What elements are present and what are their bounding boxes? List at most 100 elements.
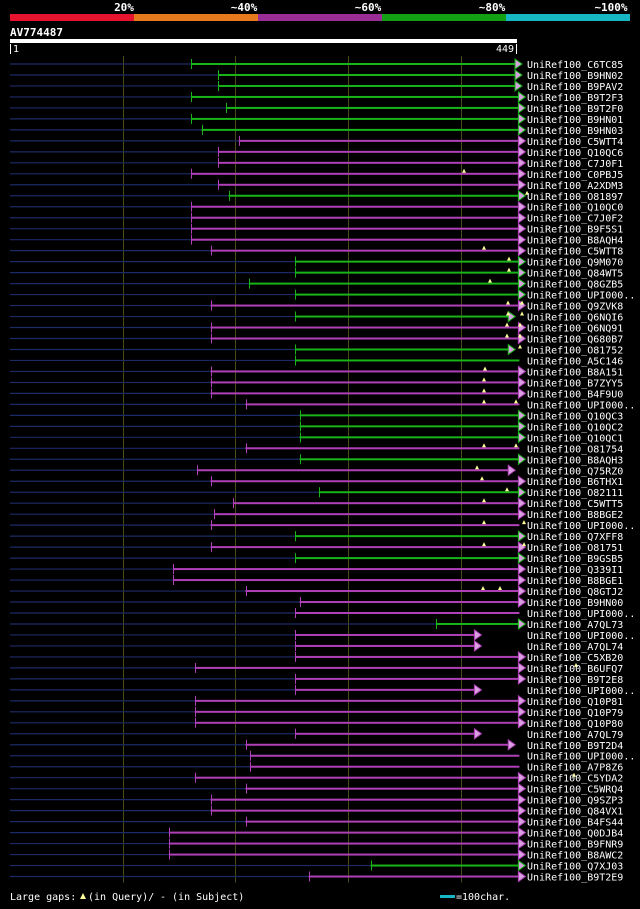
hit-label[interactable]: UniRef100_Q10P81 [527,697,623,708]
hit-label[interactable]: UniRef100_A7QL74 [527,642,623,653]
hit-row[interactable]: UniRef100_Q6NQI6 [10,310,623,324]
hit-row[interactable]: UniRef100_B8AQH4 [10,233,623,247]
hit-label[interactable]: UniRef100_B9T2D4 [527,741,623,752]
hit-label[interactable]: UniRef100_C7J0F1 [527,159,623,170]
hit-label[interactable]: UniRef100_Q9M070 [527,258,623,269]
hit-label[interactable]: UniRef100_A5C146 [527,356,623,367]
hit-label[interactable]: UniRef100_Q10QC2 [527,422,623,433]
hit-label[interactable]: UniRef100_C5WTT4 [527,137,623,148]
hit-label[interactable]: UniRef100_Q680B7 [527,335,623,346]
hit-row[interactable]: UniRef100_C7J0F1 [10,156,623,170]
hit-row[interactable]: UniRef100_Q9ZVK8 [10,299,623,313]
hit-label[interactable]: UniRef100_C5YDA2 [527,774,623,785]
hit-row[interactable]: UniRef100_UPI000.. [10,520,635,532]
hit-row[interactable]: UniRef100_Q10QC0 [10,200,623,214]
hit-row[interactable]: UniRef100_UPI000.. [10,628,635,642]
hit-row[interactable]: UniRef100_UPI000.. [10,288,635,302]
hit-label[interactable]: UniRef100_B9HN03 [527,126,623,137]
hit-label[interactable]: UniRef100_Q10QC6 [527,148,623,159]
hit-label[interactable]: UniRef100_Q10QC3 [527,411,623,422]
hit-label[interactable]: UniRef100_O81754 [527,444,623,455]
hit-row[interactable]: UniRef100_B9HN02 [10,69,623,82]
hit-label[interactable]: UniRef100_UPI000.. [527,752,635,763]
hit-row[interactable]: UniRef100_B9FNR9 [10,837,623,851]
hit-row[interactable]: UniRef100_C5WTT5 [10,497,623,510]
hit-label[interactable]: UniRef100_B9T2E8 [527,675,623,686]
hit-row[interactable]: UniRef100_Q0DJB4 [10,826,623,840]
hit-row[interactable]: UniRef100_B8BGE2 [10,508,623,521]
hit-row[interactable]: UniRef100_C5YDA2 [10,771,623,785]
hit-row[interactable]: UniRef100_B7ZYY5 [10,376,623,389]
hit-label[interactable]: UniRef100_O81897 [527,192,623,203]
hit-label[interactable]: UniRef100_B4FS44 [527,818,623,829]
hit-label[interactable]: UniRef100_C5WTT5 [527,499,623,510]
hit-row[interactable]: UniRef100_B4FS44 [10,815,623,829]
hit-label[interactable]: UniRef100_B9T2F0 [527,104,623,115]
hit-label[interactable]: UniRef100_C6TC85 [527,60,623,71]
hit-label[interactable]: UniRef100_B8AWC2 [527,851,623,862]
hit-label[interactable]: UniRef100_Q75RZ0 [527,466,623,477]
hit-label[interactable]: UniRef100_UPI000.. [527,291,635,302]
hit-row[interactable]: UniRef100_Q6NQ91 [10,321,623,335]
hit-label[interactable]: UniRef100_Q6NQI6 [527,313,623,324]
hit-row[interactable]: UniRef100_B9F5S1 [10,222,623,236]
hit-label[interactable]: UniRef100_B8BGE2 [527,510,623,521]
hit-row[interactable]: UniRef100_Q10QC1 [10,431,623,444]
hit-row[interactable]: UniRef100_Q84VX1 [10,804,623,818]
hit-row[interactable]: UniRef100_Q10QC2 [10,420,623,433]
hit-row[interactable]: UniRef100_B9T2F3 [10,90,623,104]
hit-label[interactable]: UniRef100_Q10P79 [527,708,623,719]
hit-row[interactable]: UniRef100_UPI000.. [10,608,635,620]
hit-row[interactable]: UniRef100_C5WRQ4 [10,782,623,796]
hit-row[interactable]: UniRef100_C0PBJ5 [10,167,623,181]
hit-row[interactable]: UniRef100_Q10P81 [10,694,623,708]
hit-row[interactable]: UniRef100_Q10QC6 [10,145,623,159]
hit-label[interactable]: UniRef100_B9GSB5 [527,554,623,565]
hit-label[interactable]: UniRef100_B6UFQ7 [527,664,623,675]
hit-row[interactable]: UniRef100_A5C146 [10,355,623,367]
hit-row[interactable]: UniRef100_B8AQH3 [10,453,623,466]
hit-row[interactable]: UniRef100_C5XB20 [10,650,623,664]
hit-label[interactable]: UniRef100_Q10P80 [527,719,623,730]
hit-label[interactable]: UniRef100_C5WRQ4 [527,785,623,796]
hit-row[interactable]: UniRef100_B9GSB5 [10,552,623,565]
hit-label[interactable]: UniRef100_Q84WT5 [527,269,623,280]
hit-label[interactable]: UniRef100_UPI000.. [527,609,635,620]
hit-row[interactable]: UniRef100_UPI000.. [10,683,635,697]
hit-row[interactable]: UniRef100_O81754 [10,443,623,455]
hit-label[interactable]: UniRef100_Q8GZB5 [527,280,623,291]
hit-label[interactable]: UniRef100_B8BGE1 [527,576,623,587]
hit-label[interactable]: UniRef100_B9T2E9 [527,873,623,884]
hit-label[interactable]: UniRef100_UPI000.. [527,686,635,697]
hit-label[interactable]: UniRef100_Q0DJB4 [527,829,623,840]
hit-label[interactable]: UniRef100_B8A151 [527,367,623,378]
hit-label[interactable]: UniRef100_B9PAV2 [527,82,623,93]
hit-row[interactable]: UniRef100_B8AWC2 [10,848,623,862]
hit-label[interactable]: UniRef100_Q84VX1 [527,807,623,818]
hit-row[interactable]: UniRef100_O81752 [10,343,623,356]
hit-label[interactable]: UniRef100_Q9SZP3 [527,796,623,807]
hit-row[interactable]: UniRef100_A7QL74 [10,639,623,653]
hit-label[interactable]: UniRef100_C7J0F2 [527,214,623,225]
hit-row[interactable]: UniRef100_Q7XFF8 [10,530,623,543]
hit-row[interactable]: UniRef100_B8BGE1 [10,574,623,587]
hit-label[interactable]: UniRef100_B9T2F3 [527,93,623,104]
hit-row[interactable]: UniRef100_Q339I1 [10,563,623,576]
hit-row[interactable]: UniRef100_A7QL73 [10,618,623,631]
hit-label[interactable]: UniRef100_UPI000.. [527,521,635,532]
hit-row[interactable]: UniRef100_O81897 [10,189,623,203]
hit-label[interactable]: UniRef100_Q8GTJ2 [527,587,623,598]
hit-label[interactable]: UniRef100_B8AQH4 [527,236,623,247]
hit-row[interactable]: UniRef100_B6UFQ7 [10,661,623,675]
hit-row[interactable]: UniRef100_B9HN01 [10,112,623,126]
hit-label[interactable]: UniRef100_Q10QC1 [527,433,623,444]
hit-row[interactable]: UniRef100_Q9M070 [10,255,623,269]
hit-label[interactable]: UniRef100_A2XDM3 [527,181,623,192]
hit-label[interactable]: UniRef100_Q7XJ03 [527,862,623,873]
hit-label[interactable]: UniRef100_B4F9U0 [527,389,623,400]
hit-label[interactable]: UniRef100_B9HN02 [527,71,623,82]
hit-row[interactable]: UniRef100_B8A151 [10,365,623,378]
hit-label[interactable]: UniRef100_Q10QC0 [527,203,623,214]
hit-label[interactable]: UniRef100_B9HN00 [527,598,623,609]
hit-label[interactable]: UniRef100_UPI000.. [527,400,635,411]
